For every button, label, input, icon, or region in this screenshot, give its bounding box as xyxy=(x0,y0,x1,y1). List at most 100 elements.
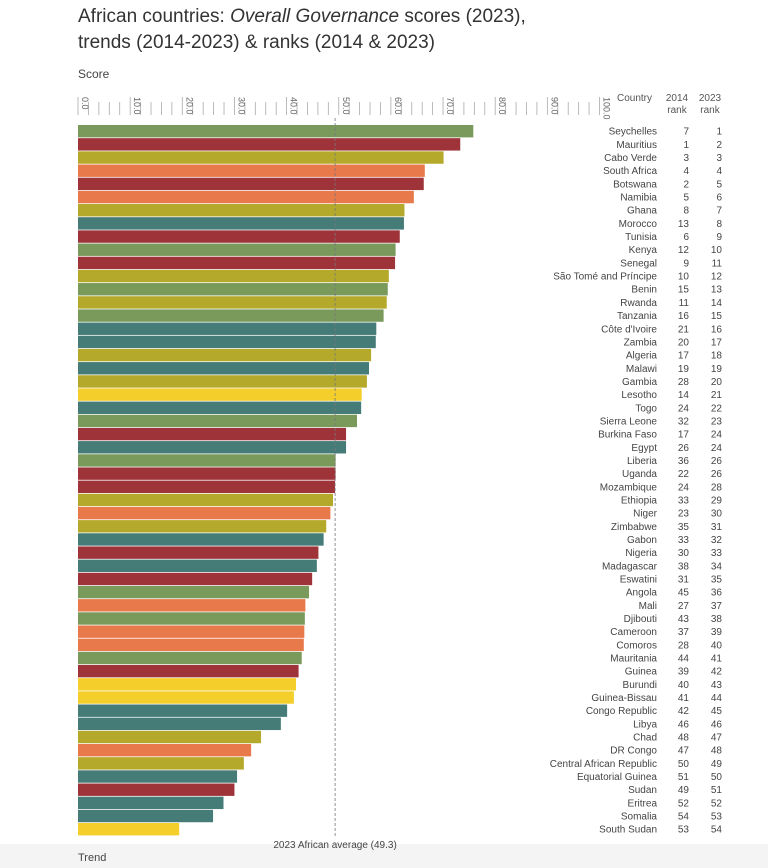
rank-2023-label: 40 xyxy=(711,640,723,651)
rank-2023-label: 5 xyxy=(716,179,722,190)
rank-2014-label: 12 xyxy=(678,245,690,256)
header-country: Country xyxy=(617,93,653,104)
country-label: Zimbabwe xyxy=(611,522,658,533)
tick-label: 40.0 xyxy=(289,97,299,115)
rank-2014-label: 33 xyxy=(678,495,690,506)
rank-2023-label: 3 xyxy=(716,153,722,164)
country-label: Niger xyxy=(633,509,658,520)
rank-2023-label: 33 xyxy=(711,548,723,559)
country-label: Egypt xyxy=(631,443,657,454)
bar xyxy=(78,599,306,612)
bar xyxy=(78,217,404,230)
rank-2014-label: 26 xyxy=(678,443,690,454)
rank-2014-label: 15 xyxy=(678,285,690,296)
bar xyxy=(78,454,336,467)
country-label: South Africa xyxy=(603,166,657,177)
bar xyxy=(78,388,362,401)
country-label: Comoros xyxy=(616,640,657,651)
tick-label: 10.0 xyxy=(132,97,142,115)
bar xyxy=(78,546,319,559)
country-label: Rwanda xyxy=(620,298,657,309)
rank-2014-label: 1 xyxy=(683,140,689,151)
rank-2023-label: 44 xyxy=(711,693,723,704)
bar xyxy=(78,757,244,770)
rank-2014-label: 3 xyxy=(683,153,689,164)
country-label: Burkina Faso xyxy=(598,430,657,441)
rank-2023-label: 51 xyxy=(711,785,723,796)
rank-2014-label: 54 xyxy=(678,812,690,823)
bar xyxy=(78,651,302,665)
rank-2023-label: 31 xyxy=(711,522,723,533)
bar xyxy=(78,678,296,691)
country-label: Central African Republic xyxy=(550,759,657,770)
rank-2014-label: 24 xyxy=(678,482,690,493)
tick-label: 80.0 xyxy=(497,97,507,115)
country-label: Cameroon xyxy=(610,627,657,638)
rank-2014-label: 46 xyxy=(678,719,690,730)
rank-2023-label: 45 xyxy=(711,706,723,717)
rank-2014-label: 14 xyxy=(678,390,690,401)
rank-2023-label: 13 xyxy=(711,285,723,296)
rank-2023-label: 43 xyxy=(711,680,723,691)
bar xyxy=(78,190,414,204)
country-label: Gambia xyxy=(622,377,657,388)
rank-2023-label: 36 xyxy=(711,588,723,599)
rank-2014-label: 7 xyxy=(683,127,689,138)
rank-2014-label: 20 xyxy=(678,337,690,348)
rank-2014-label: 22 xyxy=(678,469,690,480)
rank-2014-label: 35 xyxy=(678,522,690,533)
rank-2014-label: 19 xyxy=(678,364,690,375)
country-label: Seychelles xyxy=(609,127,657,138)
country-label: Mauritius xyxy=(616,140,657,151)
rank-2014-label: 45 xyxy=(678,588,690,599)
tick-label: 0.0 xyxy=(80,97,90,110)
bar xyxy=(78,480,336,493)
header-rank-2014-year: 2014 xyxy=(665,93,689,104)
rank-2023-label: 15 xyxy=(711,311,723,322)
rank-2023-label: 35 xyxy=(711,574,723,585)
tick-label: 90.0 xyxy=(549,97,559,115)
bar xyxy=(78,770,238,783)
rank-2014-label: 17 xyxy=(678,351,690,362)
bar xyxy=(78,585,310,599)
header-rank-2023-year: 2023 xyxy=(698,93,722,104)
bar xyxy=(78,506,331,520)
chart-title: African countries: Overall Governance sc… xyxy=(78,4,678,56)
rank-2023-label: 24 xyxy=(711,443,723,454)
rank-2023-label: 12 xyxy=(711,272,723,283)
rank-2023-label: 1 xyxy=(716,127,722,138)
country-label: Mozambique xyxy=(600,482,658,493)
bar xyxy=(78,823,180,836)
bar xyxy=(78,309,384,322)
rank-2014-label: 39 xyxy=(678,667,690,678)
bar xyxy=(78,427,347,441)
bar xyxy=(78,164,425,177)
rank-2023-label: 49 xyxy=(711,759,723,770)
country-label: Congo Republic xyxy=(586,706,657,717)
bar xyxy=(78,401,362,414)
bar xyxy=(78,493,334,507)
country-label: Cabo Verde xyxy=(604,153,657,164)
country-label: Sierra Leone xyxy=(600,416,658,427)
header-rank-2023-word: rank xyxy=(700,105,720,116)
header-rank-2014: 2014 rank xyxy=(664,93,690,117)
bar xyxy=(78,177,424,191)
rank-2014-label: 47 xyxy=(678,746,690,757)
rank-2023-label: 10 xyxy=(711,245,723,256)
country-label: Guinea xyxy=(625,667,658,678)
bar xyxy=(78,269,389,283)
bar xyxy=(78,533,324,546)
rank-2023-label: 18 xyxy=(711,351,723,362)
rank-2023-label: 46 xyxy=(711,719,723,730)
country-label: Angola xyxy=(626,588,658,599)
country-label: Morocco xyxy=(619,219,658,230)
country-label: Libya xyxy=(633,719,657,730)
rank-2014-label: 32 xyxy=(678,416,690,427)
rank-2023-label: 23 xyxy=(711,416,723,427)
country-label: Burundi xyxy=(623,680,657,691)
rank-2014-label: 6 xyxy=(683,232,689,243)
country-label: Kenya xyxy=(629,245,658,256)
country-label: Eritrea xyxy=(628,798,658,809)
bar xyxy=(78,717,281,731)
